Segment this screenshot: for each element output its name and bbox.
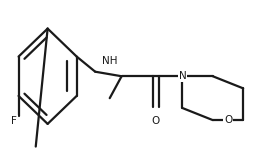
- Text: O: O: [152, 116, 160, 126]
- Text: N: N: [179, 71, 186, 81]
- Text: O: O: [224, 115, 232, 125]
- Text: F: F: [11, 116, 17, 126]
- Text: NH: NH: [102, 56, 117, 66]
